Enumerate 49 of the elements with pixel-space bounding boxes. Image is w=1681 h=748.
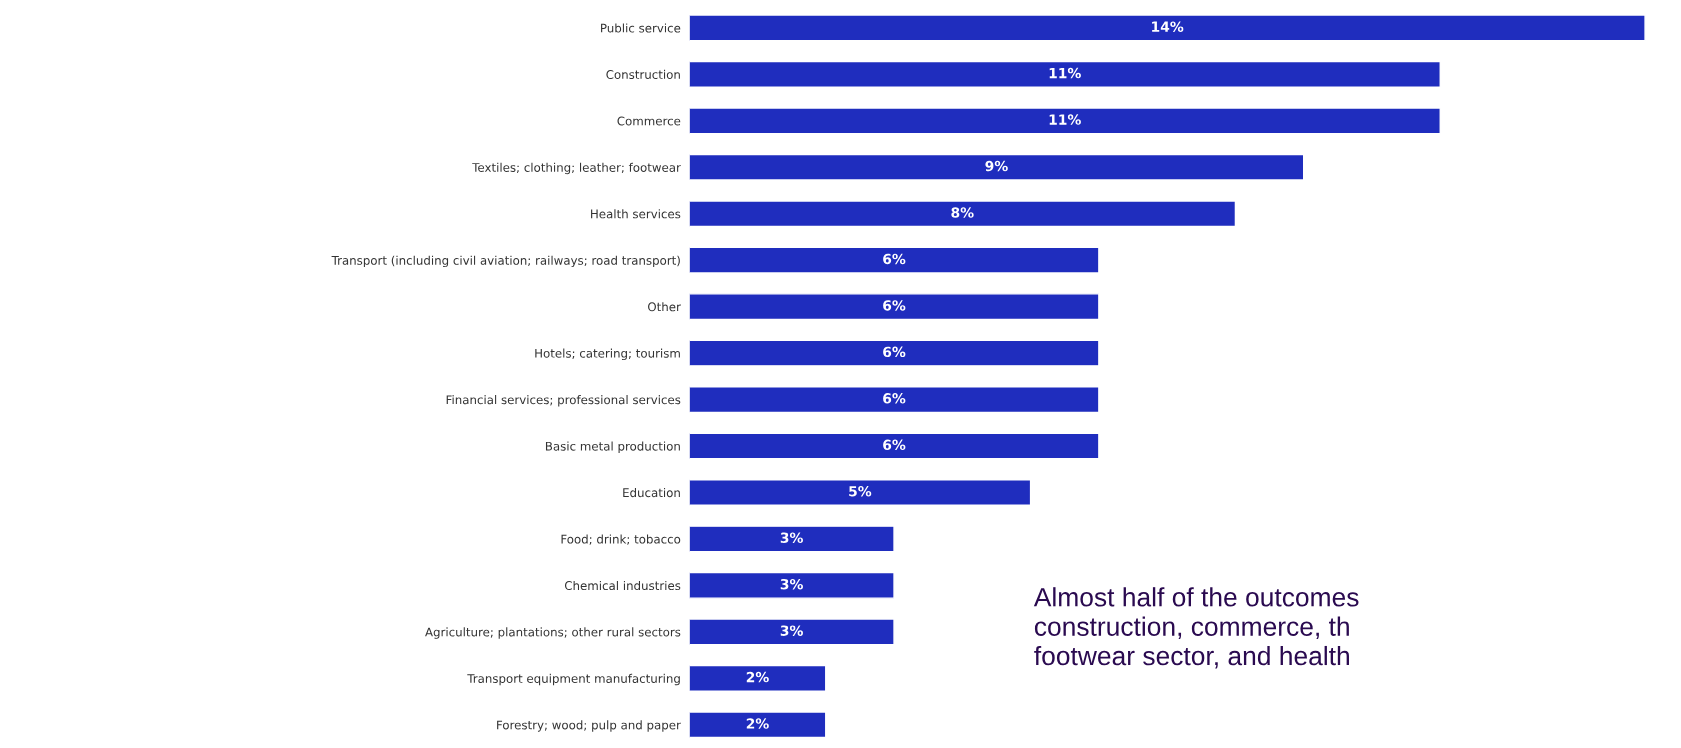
bar (689, 60, 1441, 88)
y-tick-label: Food; drink; tobacco (561, 534, 681, 545)
data-label: 3% (780, 625, 803, 636)
data-label: 14% (1152, 21, 1184, 32)
bar (689, 571, 895, 599)
bar (689, 525, 895, 553)
y-tick-label: Financial services; professional services (446, 395, 681, 407)
y-tick-label: Transport (including civil aviation; railways; road transport) (331, 255, 680, 268)
data-label: 2% (746, 718, 769, 729)
y-tick-label: Transport equipment manufacturing (467, 673, 680, 686)
bar (689, 14, 1646, 42)
data-label: 3% (780, 532, 803, 543)
bar (689, 432, 1100, 460)
bar (689, 200, 1237, 228)
y-tick-label: Public service (601, 23, 681, 33)
data-label: 6% (883, 253, 906, 265)
bar (689, 618, 895, 646)
y-tick-label: Commerce (617, 116, 681, 126)
bar (689, 153, 1305, 181)
y-tick-label: Chemical industries (564, 580, 681, 591)
y-tick-label: Textiles; clothing; leather; footwear (472, 162, 681, 175)
data-label: 5% (849, 486, 872, 497)
y-tick-label: Hotels; catering; tourism (535, 348, 680, 361)
y-tick-label: Basic metal production (545, 441, 680, 453)
y-tick-label: Other (648, 302, 681, 312)
y-tick-label: Education (623, 487, 680, 498)
annotation: Almost half of the outcomes construction, commerce, th footwear sector, and health (1033, 587, 1359, 669)
bar (689, 386, 1100, 414)
y-tick-label: Construction (606, 69, 680, 79)
data-label: 9% (985, 160, 1008, 172)
data-label: 2% (746, 671, 769, 683)
y-tick-label: Forestry; wood; pulp and paper (497, 720, 681, 732)
bar (689, 339, 1100, 367)
data-label: 6% (883, 300, 906, 311)
bar (689, 107, 1441, 135)
data-label: 6% (883, 346, 906, 358)
bar (689, 664, 827, 692)
bar (689, 711, 827, 739)
data-label: 11% (1049, 114, 1081, 125)
bar (689, 293, 1100, 321)
bar (689, 246, 1100, 274)
data-label: 6% (883, 439, 906, 451)
data-label: 3% (780, 578, 803, 590)
y-tick-label: Health services (591, 209, 681, 219)
data-label: 11% (1049, 67, 1081, 79)
bar (689, 479, 1032, 506)
data-label: 8% (951, 207, 974, 218)
data-label: 6% (883, 393, 906, 404)
y-tick-label: Agriculture; plantations; other rural sectors (425, 627, 681, 639)
